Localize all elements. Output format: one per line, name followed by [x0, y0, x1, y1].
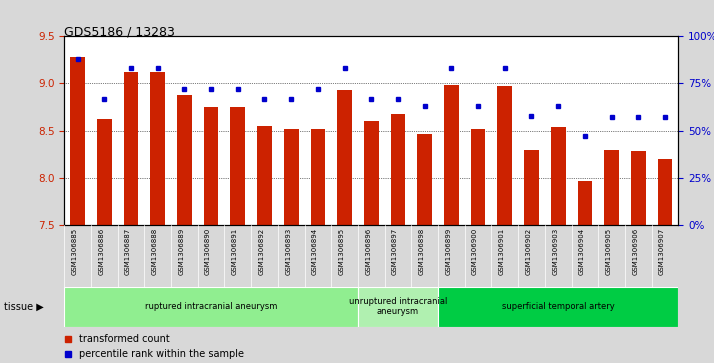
Bar: [578, 181, 592, 225]
Bar: [151, 72, 165, 225]
Bar: [203, 107, 218, 225]
Bar: [364, 121, 378, 225]
Text: tissue ▶: tissue ▶: [4, 302, 44, 312]
Text: GDS5186 / 13283: GDS5186 / 13283: [64, 25, 175, 38]
Text: GSM1306889: GSM1306889: [178, 228, 184, 276]
Bar: [417, 134, 432, 225]
Text: transformed count: transformed count: [79, 334, 169, 344]
Bar: [498, 86, 512, 225]
Bar: [124, 72, 139, 225]
Text: GSM1306892: GSM1306892: [258, 228, 264, 275]
Bar: [70, 57, 85, 225]
Bar: [604, 150, 619, 225]
Text: GSM1306906: GSM1306906: [633, 228, 638, 276]
Text: GSM1306904: GSM1306904: [579, 228, 585, 275]
Bar: [444, 85, 458, 225]
Bar: [257, 126, 272, 225]
Bar: [471, 129, 486, 225]
Bar: [631, 151, 645, 225]
Text: GSM1306901: GSM1306901: [499, 228, 505, 276]
Bar: [97, 119, 111, 225]
Bar: [311, 129, 325, 225]
Bar: [550, 127, 565, 225]
Text: GSM1306898: GSM1306898: [418, 228, 425, 276]
Bar: [177, 95, 192, 225]
Text: GSM1306896: GSM1306896: [366, 228, 371, 276]
Text: GSM1306899: GSM1306899: [446, 228, 451, 276]
Bar: [231, 107, 245, 225]
Text: percentile rank within the sample: percentile rank within the sample: [79, 349, 243, 359]
Bar: [358, 287, 438, 327]
Bar: [391, 114, 406, 225]
Text: GSM1306902: GSM1306902: [526, 228, 531, 275]
Text: GSM1306900: GSM1306900: [472, 228, 478, 276]
Text: GSM1306893: GSM1306893: [285, 228, 291, 276]
Text: GSM1306885: GSM1306885: [71, 228, 78, 275]
Text: ruptured intracranial aneurysm: ruptured intracranial aneurysm: [145, 302, 277, 311]
Bar: [284, 129, 298, 225]
Text: GSM1306903: GSM1306903: [552, 228, 558, 276]
Text: superficial temporal artery: superficial temporal artery: [502, 302, 615, 311]
Text: GSM1306887: GSM1306887: [125, 228, 131, 276]
Text: GSM1306891: GSM1306891: [232, 228, 238, 276]
Text: GSM1306894: GSM1306894: [312, 228, 318, 275]
Bar: [337, 90, 352, 225]
Text: unruptured intracranial
aneurysm: unruptured intracranial aneurysm: [349, 297, 447, 317]
Text: GSM1306907: GSM1306907: [659, 228, 665, 276]
Text: GSM1306886: GSM1306886: [99, 228, 104, 276]
Bar: [438, 287, 678, 327]
Bar: [524, 150, 539, 225]
Bar: [64, 287, 358, 327]
Bar: [658, 159, 673, 225]
Text: GSM1306905: GSM1306905: [605, 228, 612, 275]
Text: GSM1306895: GSM1306895: [338, 228, 345, 275]
Text: GSM1306897: GSM1306897: [392, 228, 398, 276]
Text: GSM1306890: GSM1306890: [205, 228, 211, 276]
Text: GSM1306888: GSM1306888: [151, 228, 158, 276]
